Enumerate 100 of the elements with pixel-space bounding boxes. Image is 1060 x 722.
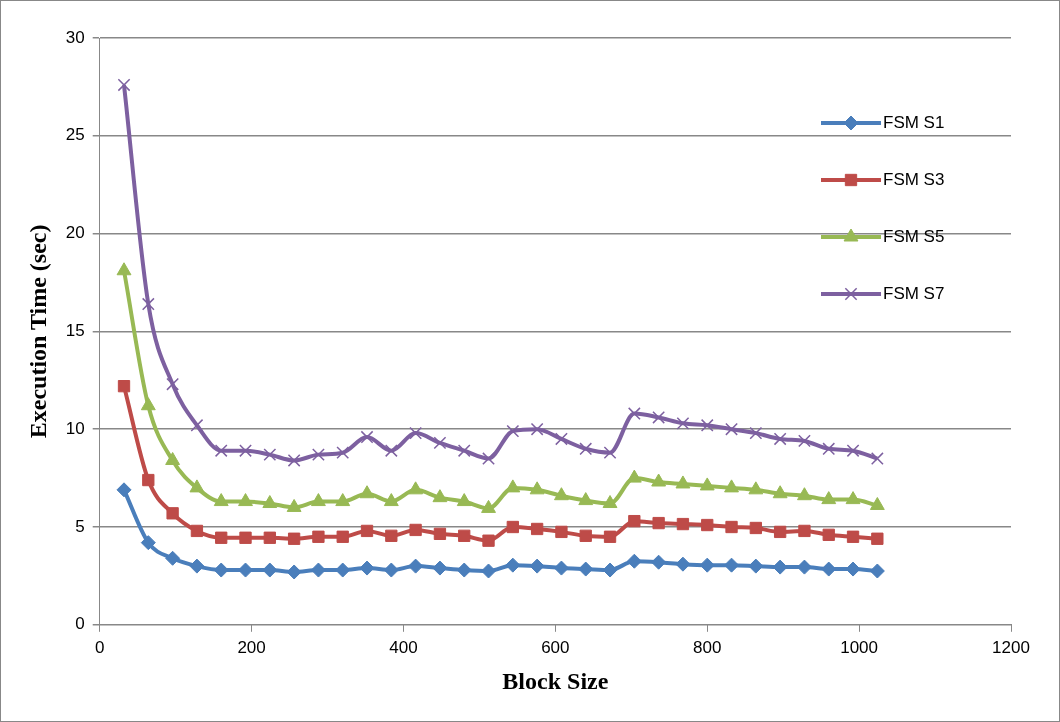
point <box>432 560 448 576</box>
legend-label: FSM S1 <box>883 112 945 132</box>
point <box>140 535 156 551</box>
x-tick-label: 1000 <box>840 637 879 657</box>
point <box>773 525 787 539</box>
point <box>335 493 351 507</box>
point <box>286 498 302 512</box>
point <box>506 424 520 438</box>
point <box>724 557 740 573</box>
point <box>310 562 326 578</box>
point <box>553 560 569 576</box>
point <box>238 493 253 507</box>
y-tick-label: 5 <box>75 516 85 536</box>
point <box>263 531 276 544</box>
point <box>117 78 131 92</box>
y-axis-title: Execution Time (sec) <box>24 224 51 439</box>
point <box>798 524 811 538</box>
point <box>481 563 497 579</box>
point <box>870 452 884 465</box>
point <box>871 532 884 545</box>
y-tick-label: 30 <box>65 27 85 47</box>
point <box>165 550 181 566</box>
point <box>529 558 545 574</box>
point <box>773 432 787 446</box>
point <box>748 558 764 574</box>
point <box>165 452 181 465</box>
point <box>481 499 496 513</box>
point <box>457 444 471 458</box>
point <box>166 377 180 391</box>
point <box>408 481 424 495</box>
point <box>505 557 521 573</box>
x-tick-label: 0 <box>94 637 105 657</box>
point <box>408 558 424 574</box>
point <box>360 430 374 444</box>
point <box>822 442 836 456</box>
point <box>215 531 228 544</box>
point <box>166 507 179 520</box>
point <box>822 528 835 541</box>
point <box>701 518 714 532</box>
x-tick-label: 200 <box>237 637 266 657</box>
point <box>482 452 495 465</box>
point <box>529 481 545 495</box>
point <box>626 553 642 569</box>
y-tick-label: 0 <box>75 614 85 634</box>
point <box>530 522 544 536</box>
point <box>239 444 252 458</box>
point <box>603 530 617 543</box>
point <box>335 562 351 578</box>
point <box>676 416 690 430</box>
point <box>432 489 448 503</box>
point <box>652 516 665 530</box>
point <box>603 446 617 460</box>
x-tick-label: 800 <box>693 637 722 657</box>
point <box>846 444 860 458</box>
point <box>360 524 374 538</box>
point <box>748 481 764 495</box>
point <box>189 558 205 574</box>
point <box>239 531 252 544</box>
point <box>359 560 375 576</box>
point <box>409 523 422 537</box>
point <box>189 479 205 493</box>
point <box>651 554 667 570</box>
point <box>117 380 131 393</box>
point <box>628 514 641 528</box>
point <box>772 485 788 499</box>
point <box>797 487 812 501</box>
point <box>725 422 738 436</box>
point <box>554 487 569 501</box>
point <box>287 454 301 467</box>
point <box>869 563 885 579</box>
point <box>214 444 228 458</box>
point <box>336 530 349 543</box>
point <box>141 297 155 311</box>
y-tick-label: 10 <box>65 418 85 438</box>
point <box>336 446 350 460</box>
point <box>626 469 642 483</box>
point <box>699 557 715 573</box>
point <box>506 520 519 534</box>
legend-label: FSM S5 <box>883 226 945 246</box>
point <box>652 411 666 424</box>
point <box>725 520 738 534</box>
point <box>749 521 762 535</box>
point <box>749 426 763 440</box>
point <box>456 493 472 507</box>
point <box>675 475 691 489</box>
point <box>287 532 301 545</box>
point <box>555 432 568 446</box>
point <box>578 561 594 577</box>
legend-label: FSM S3 <box>883 169 945 189</box>
point <box>262 562 278 578</box>
point <box>579 442 593 456</box>
point <box>286 564 302 580</box>
point <box>627 407 641 420</box>
point <box>385 529 398 542</box>
point <box>482 534 495 547</box>
point <box>409 426 423 440</box>
point <box>142 473 155 487</box>
point <box>456 562 472 578</box>
point <box>213 562 229 578</box>
point <box>651 473 667 487</box>
